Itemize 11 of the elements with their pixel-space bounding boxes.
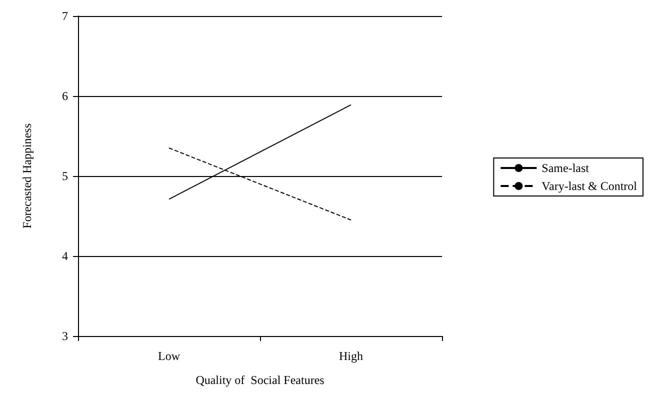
y-tick-label: 5 (62, 169, 68, 183)
legend-label: Same-last (542, 161, 590, 175)
x-tick-label: High (339, 349, 363, 363)
y-tick-label: 6 (62, 89, 68, 103)
y-axis-title: Forecasted Happiness (20, 123, 34, 228)
x-axis-title: Quality of Social Features (196, 373, 325, 387)
x-tick-label: Low (158, 349, 180, 363)
y-tick-label: 7 (62, 9, 68, 23)
y-tick-label: 4 (62, 249, 68, 263)
y-tick-label: 3 (62, 329, 68, 343)
legend-label: Vary-last & Control (542, 179, 638, 193)
